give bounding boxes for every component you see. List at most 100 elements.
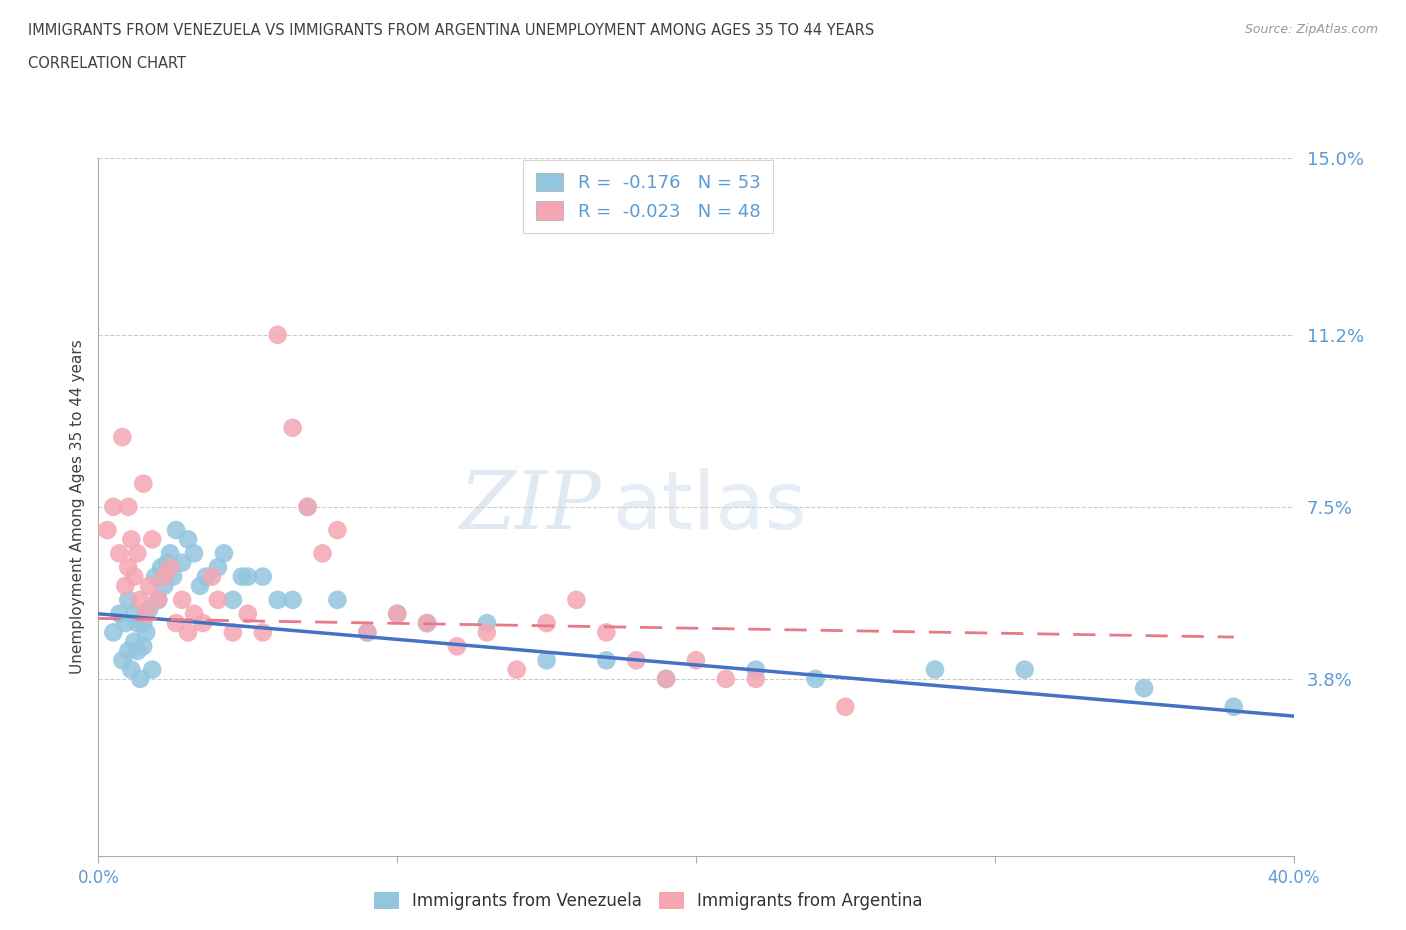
Point (297, 499, 319, 514)
Point (416, 616, 439, 631)
Point (212, 546, 235, 561)
Point (267, 327, 290, 342)
Point (129, 592, 152, 607)
Point (114, 578, 136, 593)
Point (714, 671, 737, 686)
Point (156, 555, 179, 570)
Point (624, 653, 647, 668)
Point (236, 606, 259, 621)
Point (148, 592, 170, 607)
Point (159, 560, 181, 575)
Point (127, 546, 149, 561)
Point (108, 606, 131, 621)
Text: atlas: atlas (612, 468, 807, 546)
Point (385, 606, 409, 621)
Point (117, 560, 139, 575)
Point (117, 499, 139, 514)
Point (207, 560, 229, 575)
Point (153, 569, 176, 584)
Point (191, 616, 214, 631)
Point (177, 532, 200, 547)
Point (165, 523, 187, 538)
Point (356, 625, 378, 640)
Text: ZIP: ZIP (458, 468, 600, 546)
Point (153, 578, 176, 593)
Point (183, 606, 205, 621)
Point (804, 671, 827, 686)
Point (446, 639, 468, 654)
Y-axis label: Unemployment Among Ages 35 to 44 years: Unemployment Among Ages 35 to 44 years (69, 339, 84, 674)
Point (177, 625, 200, 640)
Point (222, 625, 245, 640)
Point (416, 616, 439, 631)
Point (281, 420, 304, 435)
Point (132, 639, 155, 654)
Point (117, 592, 139, 607)
Point (103, 499, 125, 514)
Point (595, 653, 617, 668)
Point (1014, 662, 1036, 677)
Point (124, 634, 146, 649)
Point (356, 625, 378, 640)
Point (326, 592, 349, 607)
Point (129, 671, 152, 686)
Point (207, 592, 229, 607)
Point (135, 625, 157, 640)
Point (231, 569, 253, 584)
Point (924, 662, 946, 677)
Point (165, 616, 187, 631)
Point (141, 532, 163, 547)
Point (132, 476, 155, 491)
Point (685, 653, 707, 668)
Point (194, 569, 218, 584)
Point (1223, 699, 1246, 714)
Point (111, 653, 134, 668)
Point (311, 546, 333, 561)
Point (1133, 681, 1156, 696)
Point (127, 644, 149, 658)
Point (124, 569, 146, 584)
Point (141, 662, 163, 677)
Point (236, 569, 259, 584)
Point (117, 644, 139, 658)
Point (96, 523, 118, 538)
Point (201, 569, 224, 584)
Point (475, 625, 498, 640)
Point (745, 662, 768, 677)
Point (120, 532, 142, 547)
Point (655, 671, 678, 686)
Point (188, 578, 211, 593)
Point (252, 625, 274, 640)
Point (385, 606, 409, 621)
Point (595, 625, 617, 640)
Point (148, 592, 170, 607)
Point (150, 560, 173, 575)
Point (252, 569, 274, 584)
Point (506, 662, 529, 677)
Point (183, 546, 205, 561)
Point (108, 546, 131, 561)
Point (114, 616, 136, 631)
Text: IMMIGRANTS FROM VENEZUELA VS IMMIGRANTS FROM ARGENTINA UNEMPLOYMENT AMONG AGES 3: IMMIGRANTS FROM VENEZUELA VS IMMIGRANTS … (28, 23, 875, 38)
Point (132, 616, 155, 631)
Point (297, 499, 319, 514)
Point (222, 592, 245, 607)
Point (475, 616, 498, 631)
Point (834, 699, 856, 714)
Point (138, 578, 160, 593)
Point (120, 662, 142, 677)
Text: CORRELATION CHART: CORRELATION CHART (28, 56, 186, 71)
Point (127, 616, 149, 631)
Point (103, 625, 125, 640)
Point (124, 606, 146, 621)
Point (536, 653, 558, 668)
Point (655, 671, 678, 686)
Legend: Immigrants from Venezuela, Immigrants from Argentina: Immigrants from Venezuela, Immigrants fr… (367, 885, 929, 917)
Point (172, 555, 194, 570)
Point (135, 606, 157, 621)
Point (138, 602, 160, 617)
Point (267, 592, 290, 607)
Text: Source: ZipAtlas.com: Source: ZipAtlas.com (1244, 23, 1378, 36)
Point (326, 523, 349, 538)
Point (536, 616, 558, 631)
